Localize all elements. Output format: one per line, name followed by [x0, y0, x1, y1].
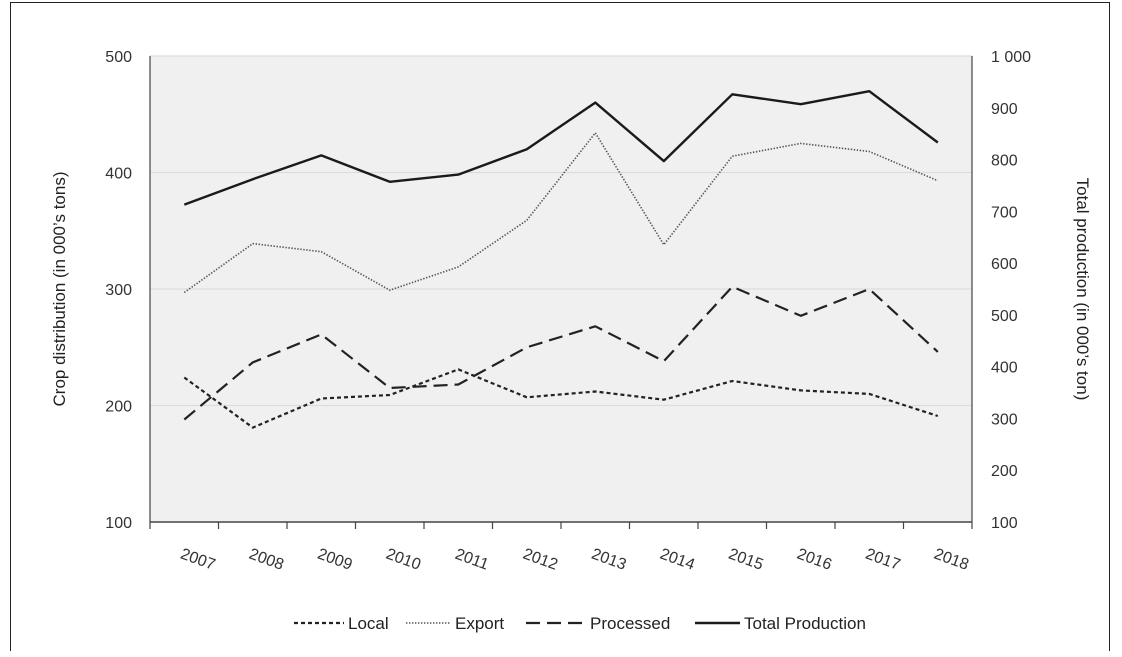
y-right-tick-label: 400	[991, 360, 1018, 377]
x-tick-label: 2010	[384, 546, 423, 574]
y-right-tick-label: 300	[991, 411, 1018, 428]
x-tick-label: 2009	[315, 546, 354, 574]
y-axis-left-title: Crop distribution (in 000’s tons)	[50, 172, 69, 407]
y-right-tick-label: 1 000	[991, 49, 1031, 66]
y-right-tick-label: 200	[991, 463, 1018, 480]
y-right-tick-label: 900	[991, 101, 1018, 118]
legend-label: Local	[348, 614, 389, 633]
y-right-tick-label: 600	[991, 256, 1018, 273]
x-tick-label: 2018	[932, 546, 971, 574]
line-chart: 100 200 300 400 500 100 200 300 400 500 600 700 800 9…	[50, 49, 1092, 633]
legend: Local Export Processed Total Production	[294, 614, 866, 633]
legend-label: Total Production	[744, 614, 866, 633]
x-tick-label: 2015	[726, 546, 765, 574]
legend-label: Processed	[590, 614, 670, 633]
y-right-tick-label: 800	[991, 153, 1018, 170]
x-tick-label: 2016	[795, 546, 834, 574]
series-line-export	[183, 132, 939, 294]
legend-label: Export	[455, 614, 504, 633]
x-tick-label: 2007	[178, 546, 217, 574]
x-tick-label: 2013	[589, 546, 628, 574]
series-line-total-production	[183, 89, 939, 206]
y-right-tick-label: 700	[991, 204, 1018, 221]
y-right-tick-label: 100	[991, 515, 1018, 532]
y-left-tick-label: 400	[105, 166, 132, 183]
series-line-local	[183, 368, 939, 429]
chart-frame: 100 200 300 400 500 100 200 300 400 500 600 700 800 9…	[10, 2, 1110, 651]
y-left-tick-label: 100	[105, 515, 132, 532]
x-tick-label: 2011	[453, 546, 491, 574]
y-left-tick-label: 300	[105, 282, 132, 299]
x-tick-label: 2017	[863, 546, 902, 574]
series-line-processed	[183, 285, 939, 421]
x-tick-label: 2012	[521, 546, 560, 574]
x-tick-label: 2008	[247, 546, 286, 574]
y-left-tick-label: 500	[105, 49, 132, 66]
y-axis-right-title: Total production (in 000’s ton)	[1073, 178, 1092, 401]
y-right-tick-label: 500	[991, 308, 1018, 325]
x-tick-label: 2014	[658, 546, 697, 574]
y-left-tick-label: 200	[105, 399, 132, 416]
